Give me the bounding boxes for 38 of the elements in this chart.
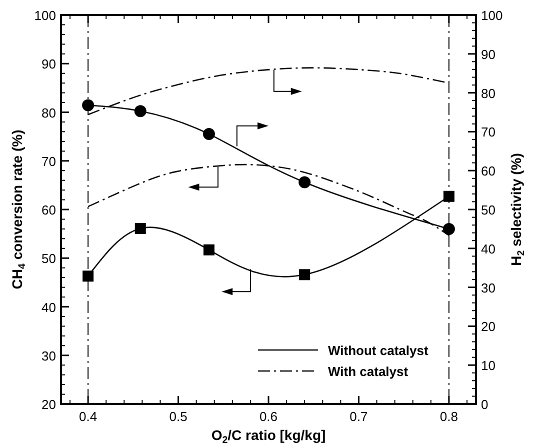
point xyxy=(82,99,94,112)
point xyxy=(442,222,455,235)
x-tick-label: 0.6 xyxy=(259,409,278,424)
y-tick-label: 30 xyxy=(42,348,56,364)
y2-tick-label: 50 xyxy=(481,202,496,218)
point xyxy=(134,222,146,234)
y2-tick-label: 60 xyxy=(481,164,496,179)
x-tick-label: 0.4 xyxy=(79,409,98,424)
x-tick-label: 0.7 xyxy=(350,409,368,424)
point xyxy=(298,176,311,188)
y2-tick-label: 40 xyxy=(481,241,496,256)
y2-tick-label: 70 xyxy=(481,124,496,140)
legend-label: Without catalyst xyxy=(328,343,429,358)
y-tick-label: 60 xyxy=(42,202,56,218)
x-tick-label: 0.8 xyxy=(440,409,458,424)
y-tick-label: 20 xyxy=(42,397,56,412)
x-tick-label: 0.5 xyxy=(169,409,188,424)
point xyxy=(134,105,146,118)
y2-tick-label: 0 xyxy=(481,397,488,412)
y-tick-label: 90 xyxy=(42,56,56,72)
y-tick-label: 70 xyxy=(42,154,56,169)
point xyxy=(82,270,94,282)
point xyxy=(202,128,215,140)
y2-tick-label: 10 xyxy=(481,358,496,374)
y2-tick-label: 20 xyxy=(481,319,496,334)
y-tick-label: 100 xyxy=(34,8,56,23)
point xyxy=(299,269,310,280)
x-axis-title: O$_{2}$/C ratio [kg/kg] xyxy=(211,427,326,445)
y2-tick-label: 80 xyxy=(481,86,496,101)
y-tick-label: 50 xyxy=(42,251,56,266)
y2-tick-label: 30 xyxy=(481,280,496,296)
point xyxy=(443,190,454,202)
legend-label: With catalyst xyxy=(328,364,409,379)
y-tick-label: 40 xyxy=(42,300,56,315)
y-tick-label: 80 xyxy=(42,105,56,120)
y2-tick-label: 90 xyxy=(481,46,496,62)
point xyxy=(203,244,214,256)
y2-tick-label: 100 xyxy=(481,8,503,23)
